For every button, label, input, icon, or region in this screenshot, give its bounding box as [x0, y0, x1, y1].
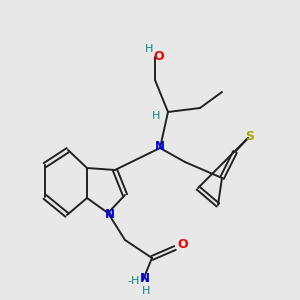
Text: H: H [145, 44, 153, 54]
Text: H: H [152, 111, 160, 121]
Text: N: N [155, 140, 165, 154]
Text: N: N [140, 272, 150, 286]
Text: S: S [245, 130, 254, 143]
Text: O: O [178, 238, 188, 251]
Text: H: H [142, 286, 150, 296]
Text: N: N [105, 208, 115, 220]
Text: O: O [154, 50, 164, 64]
Text: -H: -H [128, 276, 140, 286]
